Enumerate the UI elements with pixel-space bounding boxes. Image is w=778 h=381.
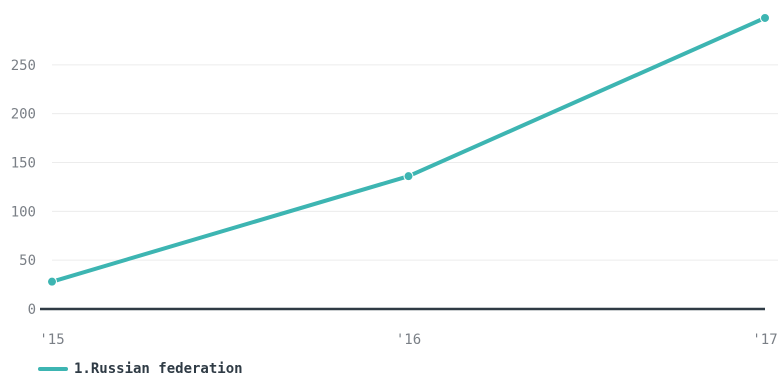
legend-label: 1.Russian federation xyxy=(74,361,243,377)
x-tick-label: '16 xyxy=(396,332,421,348)
y-tick-label: 50 xyxy=(19,253,36,269)
x-axis-ticks: '15 '16 '17 xyxy=(39,332,777,348)
y-tick-label: 200 xyxy=(11,107,36,123)
data-point[interactable] xyxy=(47,276,57,287)
series-line xyxy=(50,15,767,284)
gridlines xyxy=(52,64,778,261)
y-axis-ticks: 0 50 100 150 200 250 xyxy=(11,58,36,318)
y-tick-label: 150 xyxy=(11,156,36,172)
legend[interactable]: 1.Russian federation xyxy=(38,359,243,379)
legend-swatch xyxy=(38,367,68,371)
y-tick-label: 250 xyxy=(11,58,36,74)
data-point[interactable] xyxy=(403,171,414,182)
y-tick-label: 100 xyxy=(11,204,36,220)
series-group xyxy=(47,12,770,287)
data-point[interactable] xyxy=(760,12,770,23)
x-tick-label: '17 xyxy=(752,332,777,348)
y-tick-label: 0 xyxy=(28,302,36,318)
x-tick-label: '15 xyxy=(39,332,64,348)
